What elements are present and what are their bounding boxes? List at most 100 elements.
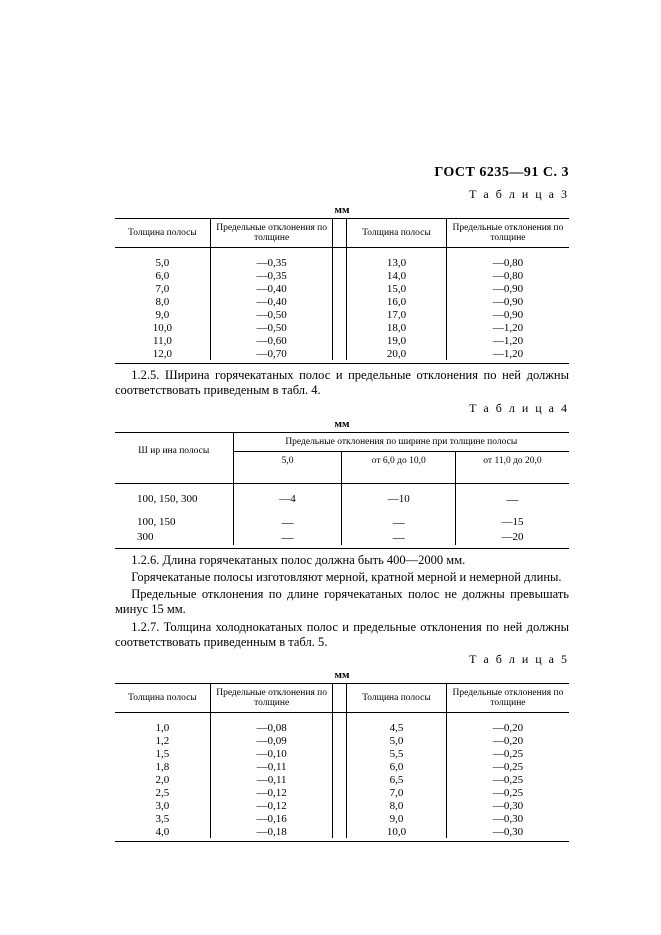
t4-body: 100, 150, 300—4—10—100, 150———15300———20 — [115, 492, 569, 545]
gap — [333, 295, 347, 308]
cell: —0,30 — [446, 812, 569, 825]
cell: 14,0 — [347, 269, 447, 282]
t3-body: 5,0—0,3513,0—0,806,0—0,3514,0—0,807,0—0,… — [115, 256, 569, 360]
table4-label: Т а б л и ц а 4 — [115, 401, 569, 416]
cell: 6,0 — [347, 760, 447, 773]
cell: —0,80 — [446, 256, 569, 269]
t5-gap — [333, 684, 347, 713]
t3-h1: Толщина полосы — [115, 219, 210, 248]
cell: — — [342, 530, 456, 545]
gap — [333, 773, 347, 786]
para-1-2-6-b-text: Горячекатаные полосы изготовляют мерной,… — [131, 570, 561, 584]
cell: — — [455, 492, 569, 507]
t5-h4: Предельные отклонения по толщине — [446, 684, 569, 713]
unit-mm-1: мм — [115, 204, 569, 216]
para-1-2-6-c: Предельные отклонения по длине горячекат… — [115, 587, 569, 618]
table-3: Толщина полосы Предельные отклонения по … — [115, 218, 569, 364]
gap — [333, 256, 347, 269]
cell: 6,5 — [347, 773, 447, 786]
t4-h-span: Предельные отклонения по ширине при толщ… — [233, 432, 569, 451]
cell: 5,0 — [347, 734, 447, 747]
cell: —0,20 — [446, 734, 569, 747]
cell: 8,0 — [115, 295, 210, 308]
cell: —0,25 — [446, 773, 569, 786]
cell: 1,5 — [115, 747, 210, 760]
table-5: Толщина полосы Предельные отклонения по … — [115, 683, 569, 842]
cell: —0,50 — [210, 321, 333, 334]
cell: —1,20 — [446, 334, 569, 347]
table-row: 2,5—0,12 7,0—0,25 — [115, 786, 569, 799]
table-row: 4,0—0,1810,0—0,30 — [115, 825, 569, 838]
t5-h3: Толщина полосы — [347, 684, 447, 713]
table-row: 8,0—0,4016,0—0,90 — [115, 295, 569, 308]
gap — [333, 321, 347, 334]
cell: —0,25 — [446, 760, 569, 773]
table-row: 3,0—0,128,0—0,30 — [115, 799, 569, 812]
para-1-2-7-text: 1.2.7. Толщина холоднокатаных полос и пр… — [115, 620, 569, 649]
gap — [333, 269, 347, 282]
cell: 100, 150 — [115, 515, 233, 530]
cell: —0,30 — [446, 799, 569, 812]
cell: 1,2 — [115, 734, 210, 747]
para-1-2-5-text: 1.2.5. Ширина горячекатаных полос и пред… — [115, 368, 569, 397]
cell: —0,11 — [210, 773, 333, 786]
cell: —0,35 — [210, 256, 333, 269]
table-4: Ш ир ина полосы Предельные отклонения по… — [115, 432, 569, 549]
cell: —0,25 — [446, 786, 569, 799]
table-row: 300———20 — [115, 530, 569, 545]
cell: 15,0 — [347, 282, 447, 295]
cell: 9,0 — [347, 812, 447, 825]
para-1-2-5: 1.2.5. Ширина горячекатаных полос и пред… — [115, 368, 569, 399]
cell: —0,08 — [210, 721, 333, 734]
cell: —0,12 — [210, 799, 333, 812]
cell: 10,0 — [347, 825, 447, 838]
cell: 5,0 — [115, 256, 210, 269]
cell: —0,90 — [446, 282, 569, 295]
cell: —0,40 — [210, 295, 333, 308]
table-row: 2,0—0,116,5—0,25 — [115, 773, 569, 786]
cell: —0,10 — [210, 747, 333, 760]
cell: 9,0 — [115, 308, 210, 321]
table-row: 100, 150, 300—4—10— — [115, 492, 569, 507]
cell: —20 — [455, 530, 569, 545]
gap — [333, 734, 347, 747]
gap — [333, 347, 347, 360]
cell: —0,09 — [210, 734, 333, 747]
table5-label: Т а б л и ц а 5 — [115, 652, 569, 667]
cell: —0,35 — [210, 269, 333, 282]
cell: 18,0 — [347, 321, 447, 334]
table-row: 10,0—0,5018,0—1,20 — [115, 321, 569, 334]
cell: —0,20 — [446, 721, 569, 734]
gap — [333, 721, 347, 734]
cell: —4 — [233, 492, 342, 507]
cell: — — [233, 515, 342, 530]
gap — [333, 799, 347, 812]
cell: 4,0 — [115, 825, 210, 838]
table-row: 1,2—0,09 5,0—0,20 — [115, 734, 569, 747]
cell: 20,0 — [347, 347, 447, 360]
cell: 11,0 — [115, 334, 210, 347]
cell: 2,5 — [115, 786, 210, 799]
cell: 19,0 — [347, 334, 447, 347]
para-1-2-6-a: 1.2.6. Длина горячекатаных полос должна … — [115, 553, 569, 568]
t4-h-a: 5,0 — [233, 451, 342, 470]
para-1-2-7: 1.2.7. Толщина холоднокатаных полос и пр… — [115, 620, 569, 651]
cell: 100, 150, 300 — [115, 492, 233, 507]
gap — [333, 812, 347, 825]
cell: 7,0 — [347, 786, 447, 799]
t5-h2: Предельные отклонения по толщине — [210, 684, 333, 713]
unit-mm-2: мм — [115, 418, 569, 430]
t4-h-width: Ш ир ина полосы — [115, 432, 233, 470]
cell: 3,0 — [115, 799, 210, 812]
cell: —0,12 — [210, 786, 333, 799]
cell: 7,0 — [115, 282, 210, 295]
gap — [333, 308, 347, 321]
cell: —10 — [342, 492, 456, 507]
cell: 4,5 — [347, 721, 447, 734]
t5-body: 1,0—0,084,5—0,201,2—0,095,0—0,201,5—0,10… — [115, 721, 569, 838]
cell: —0,25 — [446, 747, 569, 760]
cell: —0,16 — [210, 812, 333, 825]
cell: 12,0 — [115, 347, 210, 360]
cell: 300 — [115, 530, 233, 545]
cell: —0,80 — [446, 269, 569, 282]
